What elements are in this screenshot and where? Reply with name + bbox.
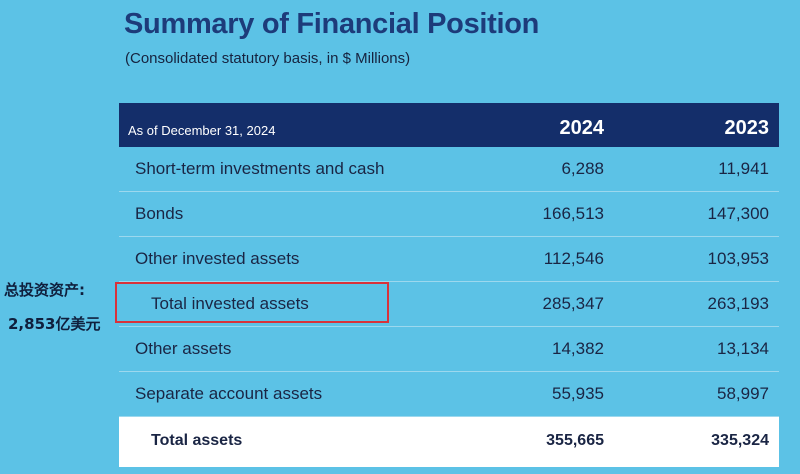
as-of-date: As of December 31, 2024 [128,123,276,138]
year-column-2023: 2023 [724,117,770,139]
financial-position-table: As of December 31, 2024 2024 2023 Short-… [119,103,779,467]
page-title: Summary of Financial Position [124,8,540,40]
value-2024: 6,288 [561,159,604,178]
total-2024: 355,665 [546,432,604,449]
table-row: Short-term investments and cash 6,288 11… [119,147,779,192]
year-column-2024: 2024 [559,117,605,139]
row-label: Short-term investments and cash [135,159,385,178]
table-row: Bonds 166,513 147,300 [119,192,779,237]
total-row: Total assets 355,665 335,324 [119,417,779,467]
value-2024: 285,347 [542,294,604,313]
value-2023: 263,193 [707,294,769,313]
row-label: Bonds [135,204,184,223]
table-header: As of December 31, 2024 2024 2023 [119,103,779,147]
annotation-label: 总投资资产: [4,281,85,299]
row-label: Separate account assets [135,384,323,403]
highlight-box [115,282,389,323]
value-2023: 103,953 [707,249,769,268]
row-label: Other invested assets [135,249,300,268]
table-row: Other invested assets 112,546 103,953 [119,237,779,282]
value-2023: 147,300 [707,204,769,223]
table-row-highlighted: Total invested assets 285,347 263,193 [119,282,779,327]
total-label: Total assets [151,432,243,449]
table-row: Separate account assets 55,935 58,997 [119,372,779,417]
value-2023: 13,134 [717,339,769,358]
total-2023: 335,324 [711,432,769,449]
table-row: Other assets 14,382 13,134 [119,327,779,372]
value-2024: 112,546 [543,249,604,268]
value-2024: 166,513 [542,204,604,223]
row-label: Total invested assets [151,294,309,313]
annotation-value: 2,853亿美元 [8,315,101,333]
page-subtitle: (Consolidated statutory basis, in $ Mill… [125,50,411,67]
value-2024: 55,935 [552,384,604,403]
value-2023: 58,997 [717,384,769,403]
value-2023: 11,941 [718,159,769,178]
value-2024: 14,382 [552,339,604,358]
row-label: Other assets [135,339,232,358]
